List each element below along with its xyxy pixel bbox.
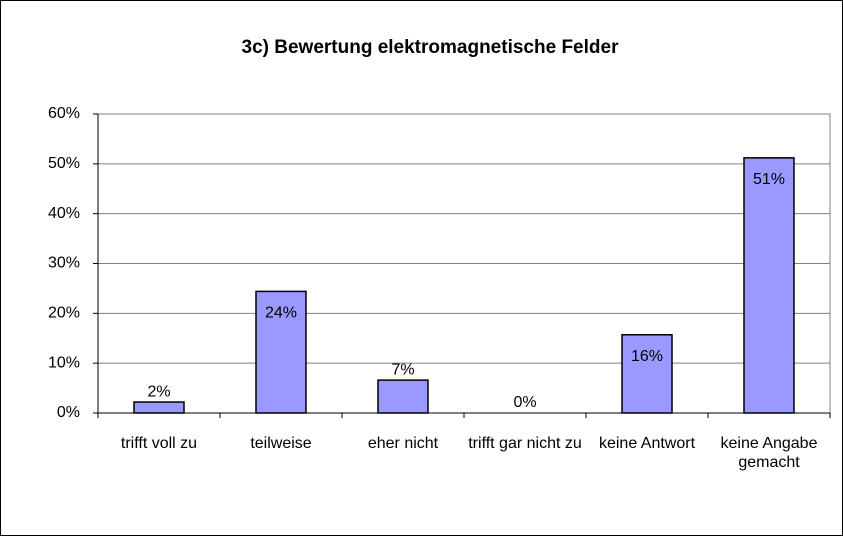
value-label: 51% <box>753 171 785 188</box>
value-label: 7% <box>391 361 414 378</box>
x-tick-label: teilweise <box>250 435 312 452</box>
x-tick-label: trifft gar nicht zu <box>468 435 582 452</box>
y-tick-label: 50% <box>48 155 80 172</box>
y-tick-label: 60% <box>48 105 80 122</box>
y-tick-label: 20% <box>48 305 80 322</box>
value-label: 16% <box>631 348 663 365</box>
chart-title: 3c) Bewertung elektromagnetische Felder <box>242 37 620 58</box>
value-label: 24% <box>265 305 297 322</box>
y-tick-label: 10% <box>48 354 80 371</box>
value-label: 2% <box>147 383 170 400</box>
bar <box>743 157 795 414</box>
bar <box>621 334 673 414</box>
value-label: 0% <box>513 394 536 411</box>
x-tick-label: trifft voll zu <box>120 435 198 452</box>
y-tick-label: 30% <box>48 255 80 272</box>
y-tick-label: 40% <box>48 205 80 222</box>
bar <box>377 379 429 414</box>
y-tick-label: 0% <box>57 404 80 421</box>
bar <box>133 401 185 414</box>
x-tick-label: eher nicht <box>367 435 439 452</box>
x-tick-label: keine Angabe gemacht <box>720 435 818 471</box>
bar <box>255 290 307 414</box>
x-tick-label: keine Antwort <box>598 435 696 452</box>
